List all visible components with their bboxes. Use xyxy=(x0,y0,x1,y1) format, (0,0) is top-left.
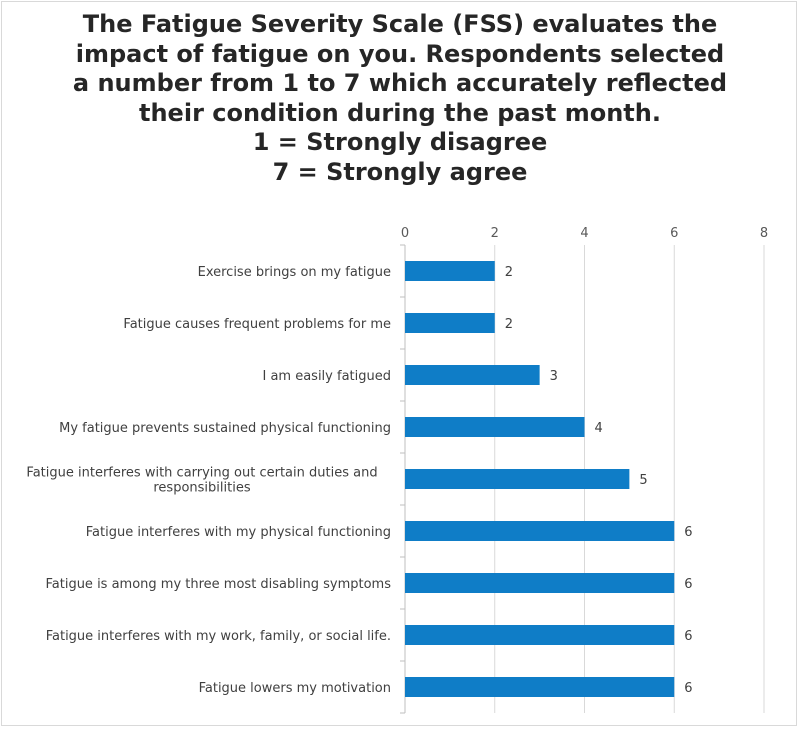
data-label: 5 xyxy=(639,473,647,488)
data-label: 6 xyxy=(684,629,692,644)
chart-title: The Fatigue Severity Scale (FSS) evaluat… xyxy=(0,10,800,187)
category-label: Fatigue interferes with my physical func… xyxy=(86,525,391,540)
category-label: Fatigue interferes with carrying out cer… xyxy=(26,466,377,481)
category-label: Fatigue lowers my motivation xyxy=(199,681,391,696)
x-tick-label: 6 xyxy=(670,226,678,241)
category-label: My fatigue prevents sustained physical f… xyxy=(59,421,391,436)
data-label: 6 xyxy=(684,577,692,592)
x-tick-label: 2 xyxy=(491,226,499,241)
x-tick-label: 4 xyxy=(580,226,588,241)
title-line: 1 = Strongly disagree xyxy=(252,128,548,156)
bar xyxy=(405,573,675,593)
bar xyxy=(405,365,540,385)
category-label: Fatigue causes frequent problems for me xyxy=(123,317,391,332)
bar xyxy=(405,677,675,697)
bar xyxy=(405,313,495,333)
bar xyxy=(405,625,675,645)
x-tick-label: 8 xyxy=(760,226,768,241)
bar xyxy=(405,469,630,489)
data-label: 4 xyxy=(595,421,603,436)
category-label: responsibilities xyxy=(153,481,250,496)
category-label: Exercise brings on my fatigue xyxy=(198,265,391,280)
bar xyxy=(405,521,675,541)
bar xyxy=(405,417,585,437)
title-line: a number from 1 to 7 which accurately re… xyxy=(72,69,728,97)
bar xyxy=(405,261,495,281)
category-label: I am easily fatigued xyxy=(262,369,391,384)
data-label: 6 xyxy=(684,525,692,540)
x-tick-label: 0 xyxy=(401,226,409,241)
data-label: 6 xyxy=(684,681,692,696)
title-line: their condition during the past month. xyxy=(139,98,661,127)
data-label: 3 xyxy=(550,369,558,384)
title-line: 7 = Strongly agree xyxy=(272,157,528,186)
data-label: 2 xyxy=(505,317,513,332)
category-label: Fatigue interferes with my work, family,… xyxy=(46,629,391,644)
title-line: The Fatigue Severity Scale (FSS) evaluat… xyxy=(82,10,718,38)
data-label: 2 xyxy=(505,265,513,280)
category-label: Fatigue is among my three most disabling… xyxy=(45,577,391,592)
title-line: impact of fatigue on you. Respondents se… xyxy=(75,39,725,68)
